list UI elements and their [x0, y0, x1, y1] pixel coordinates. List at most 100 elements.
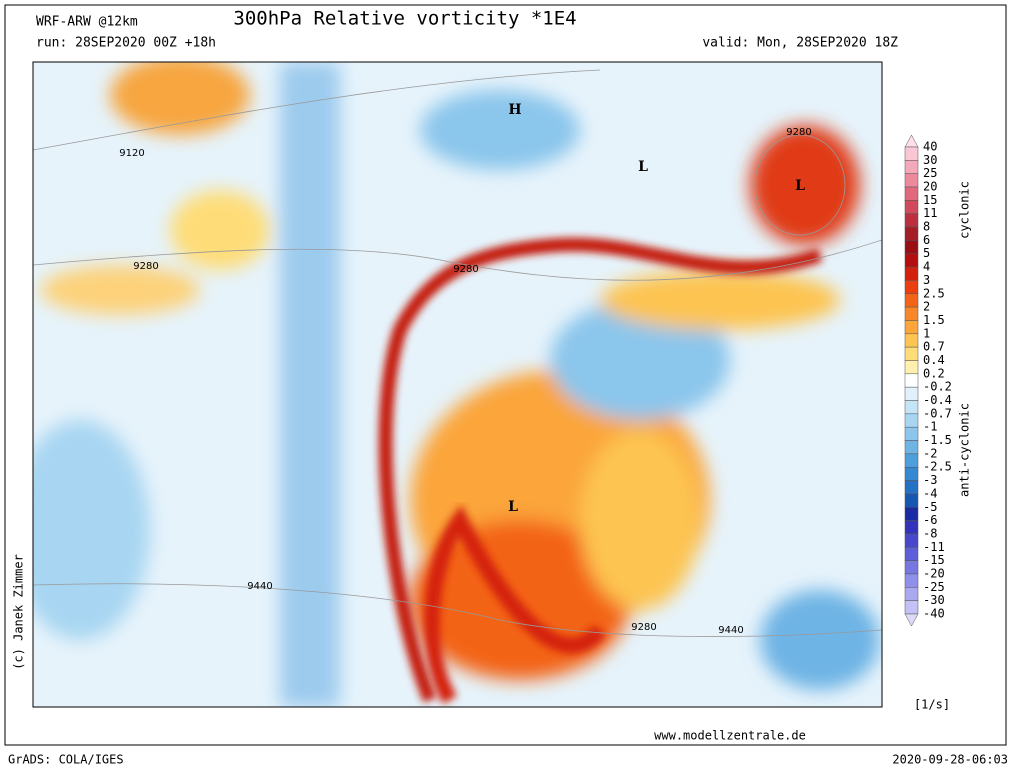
colorbar-segment — [904, 293, 919, 308]
colorbar-segment — [904, 600, 919, 615]
colorbar-label: 0.7 — [923, 340, 945, 354]
field-shading — [33, 62, 880, 707]
colorbar-label: -6 — [923, 513, 937, 527]
colorbar-segment — [904, 320, 919, 335]
colorbar-end — [904, 613, 919, 627]
colorbar-label: 25 — [923, 166, 937, 180]
colorbar-label: -2.5 — [923, 460, 952, 474]
colorbar-segment — [904, 480, 919, 495]
colorbar-label: -8 — [923, 526, 937, 540]
colorbar: 403025201511865432.521.510.70.40.2-0.2-0… — [904, 134, 952, 627]
colorbar-segment — [904, 360, 919, 375]
colorbar-segment — [904, 426, 919, 441]
colorbar-segment — [904, 213, 919, 228]
colorbar-segment — [904, 160, 919, 174]
outer-frame — [4, 4, 1007, 746]
colorbar-segment — [904, 280, 919, 295]
colorbar-label: 2 — [923, 300, 930, 314]
contour-label: 9120 — [119, 148, 144, 159]
contour-label: 9280 — [453, 264, 478, 275]
colorbar-segment — [904, 386, 919, 401]
colorbar-segment — [904, 306, 919, 321]
contour-label: 9280 — [631, 622, 656, 633]
colorbar-segment — [904, 266, 919, 281]
colorbar-label: 0.2 — [923, 366, 945, 380]
timestamp: 2020-09-28-06:03 — [892, 753, 1008, 767]
jet-branch — [423, 504, 607, 705]
colorbar-label: -0.4 — [923, 393, 952, 407]
software-label: GrADS: COLA/IGES — [8, 753, 124, 767]
cyclonic-label: cyclonic — [958, 181, 972, 239]
colorbar-label: -5 — [923, 500, 937, 514]
colorbar-label: -0.7 — [923, 406, 952, 420]
colorbar-segment — [904, 253, 919, 268]
map-frame — [32, 61, 883, 708]
model-label: WRF-ARW @12km — [36, 15, 138, 30]
colorbar-segment — [904, 146, 919, 161]
colorbar-end — [904, 134, 919, 148]
jet-stream — [378, 237, 823, 703]
colorbar-label: 0.4 — [923, 353, 945, 367]
colorbar-label: -0.2 — [923, 380, 952, 394]
colorbar-segment — [904, 440, 919, 455]
colorbar-segment — [904, 533, 919, 548]
colorbar-label: -2 — [923, 446, 937, 460]
pressure-center: H — [508, 102, 521, 118]
unit-label: [1/s] — [914, 698, 950, 712]
colorbar-segment — [904, 547, 919, 561]
colorbar-label: 5 — [923, 246, 930, 260]
colorbar-label: -1.5 — [923, 433, 952, 447]
pressure-center: L — [508, 499, 518, 515]
colorbar-segment — [904, 520, 919, 535]
colorbar-label: -15 — [923, 553, 945, 567]
colorbar-label: -1 — [923, 420, 937, 434]
vorticity-field — [33, 62, 882, 707]
colorbar-label: -30 — [923, 593, 945, 607]
colorbar-label: -11 — [923, 540, 945, 554]
contour-label: 9280 — [133, 261, 158, 272]
website: www.modellzentrale.de — [654, 729, 806, 743]
pressure-center: L — [638, 159, 648, 175]
colorbar-label: -40 — [923, 607, 945, 621]
colorbar-segment — [904, 587, 919, 601]
colorbar-segment — [904, 226, 919, 241]
colorbar-label: 1 — [923, 326, 930, 340]
contour-label: 9440 — [718, 625, 743, 636]
map-title: 300hPa Relative vorticity *1E4 — [233, 8, 576, 30]
colorbar-label: -20 — [923, 566, 945, 580]
height-contours — [33, 69, 882, 637]
colorbar-segment — [904, 453, 919, 468]
colorbar-segment — [904, 400, 919, 415]
colorbar-label: 40 — [923, 140, 937, 154]
colorbar-label: 8 — [923, 220, 930, 234]
anticyclonic-label: anti-cyclonic — [958, 403, 972, 497]
colorbar-segment — [904, 493, 919, 508]
colorbar-label: 6 — [923, 233, 930, 247]
contour-label: 9440 — [247, 581, 272, 592]
run-label: run: 28SEP2020 00Z +18h — [36, 36, 216, 51]
colorbar-label: 11 — [923, 206, 937, 220]
colorbar-segment — [904, 573, 919, 588]
colorbar-label: 4 — [923, 260, 930, 274]
colorbar-segment — [904, 240, 919, 254]
colorbar-segment — [904, 333, 919, 348]
colorbar-segment — [904, 346, 919, 361]
valid-label: valid: Mon, 28SEP2020 18Z — [702, 36, 898, 51]
colorbar-label: -25 — [923, 580, 945, 594]
colorbar-label: 20 — [923, 180, 937, 194]
colorbar-label: 2.5 — [923, 286, 945, 300]
colorbar-segment — [904, 186, 919, 201]
pressure-center: L — [795, 178, 805, 194]
colorbar-label: 15 — [923, 193, 937, 207]
colorbar-segment — [904, 173, 919, 188]
contour-label: 9280 — [786, 127, 811, 138]
colorbar-segment — [904, 413, 919, 428]
colorbar-segment — [904, 200, 919, 214]
colorbar-label: -4 — [923, 486, 937, 500]
colorbar-segment — [904, 373, 919, 388]
colorbar-label: 30 — [923, 153, 937, 167]
colorbar-label: -3 — [923, 473, 937, 487]
colorbar-label: 1.5 — [923, 313, 945, 327]
colorbar-segment — [904, 507, 919, 521]
